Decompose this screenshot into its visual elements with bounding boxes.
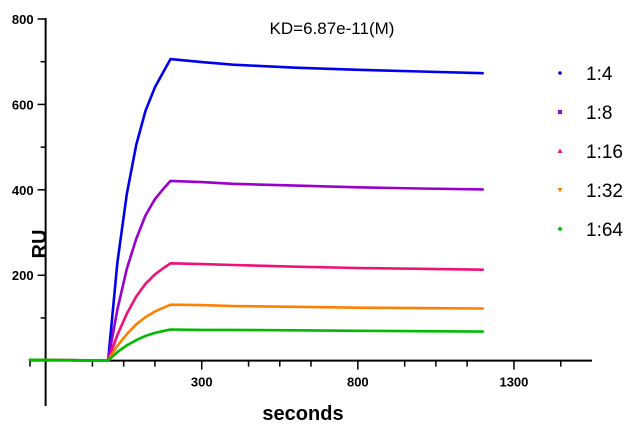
series-line-1-32 [28,303,485,362]
y-axis-title: RU [29,230,51,259]
series-layer [28,57,485,362]
y-tick-label: 200 [12,268,34,283]
legend-marker [557,226,563,232]
axes [30,18,592,406]
legend-marker [558,71,562,75]
y-tick-label: 800 [12,12,34,27]
legend-label: 1:32 [586,181,623,202]
legend-label: 1:16 [586,142,623,163]
y-tick-label: 400 [12,183,34,198]
legend-marker [558,110,562,114]
y-ticks: 200 400 600 800 [12,12,46,319]
kd-annotation: KD=6.87e-11(M) [270,19,395,38]
legend-marker [557,148,563,153]
series-line-1-4 [28,57,485,362]
x-ticks: 300 800 1300 [29,360,562,390]
x-axis-title: seconds [262,403,343,425]
x-tick-label: 1300 [499,375,528,390]
x-tick-label: 300 [191,375,213,390]
x-tick-label: 800 [347,375,369,390]
legend: 1:4 1:8 1:16 1:32 1:64 [557,64,623,241]
legend-label: 1:4 [586,64,613,85]
series-line-1-16 [28,261,485,362]
legend-label: 1:64 [586,220,623,241]
legend-label: 1:8 [586,103,612,124]
legend-marker [557,188,563,193]
series-line-1-8 [28,179,485,362]
series-line-1-64 [28,328,485,362]
y-tick-label: 600 [12,97,34,112]
